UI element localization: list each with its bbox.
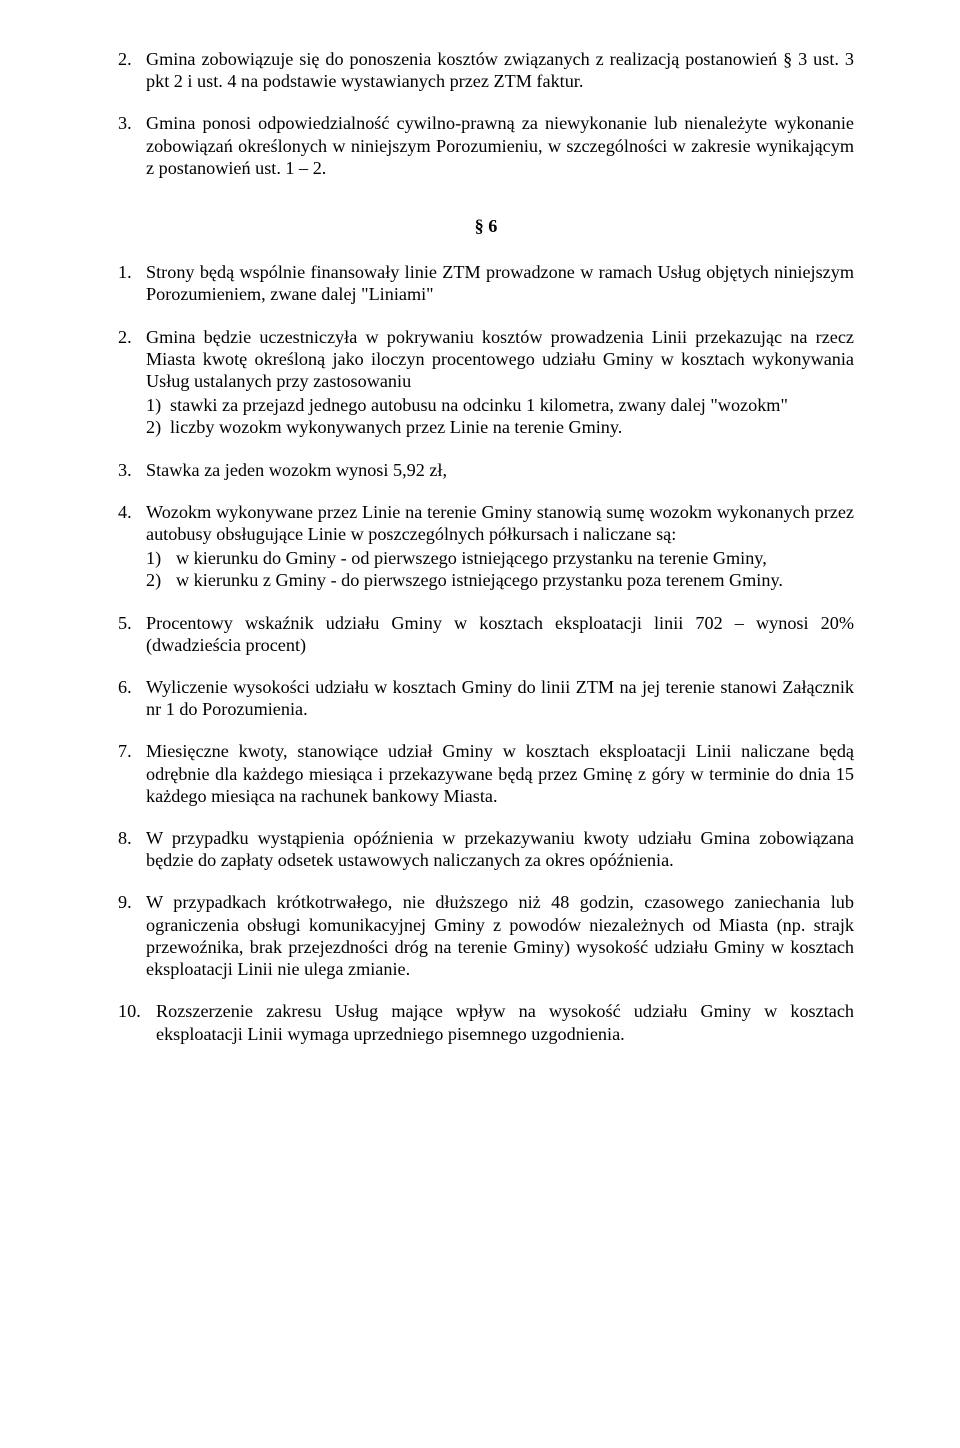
item-number: 7. bbox=[118, 740, 146, 807]
sublist: 1) stawki za przejazd jednego autobusu n… bbox=[146, 394, 854, 438]
paragraph-5-2: 2. Gmina zobowiązuje się do ponoszenia k… bbox=[118, 48, 854, 92]
paragraph-6-9: 9. W przypadkach krótkotrwałego, nie dłu… bbox=[118, 891, 854, 980]
item-number: 5. bbox=[118, 612, 146, 656]
paragraph-6-4: 4. Wozokm wykonywane przez Linie na tere… bbox=[118, 501, 854, 592]
item-number: 10. bbox=[118, 1000, 156, 1044]
sub-item: 2) liczby wozokm wykonywanych przez Lini… bbox=[146, 416, 854, 438]
sub-text: stawki za przejazd jednego autobusu na o… bbox=[170, 394, 854, 416]
item-text: Gmina ponosi odpowiedzialność cywilno-pr… bbox=[146, 112, 854, 179]
sublist: 1) w kierunku do Gminy - od pierwszego i… bbox=[146, 547, 854, 591]
document-page: 2. Gmina zobowiązuje się do ponoszenia k… bbox=[0, 0, 960, 1448]
paragraph-6-6: 6. Wyliczenie wysokości udziału w koszta… bbox=[118, 676, 854, 720]
paragraph-5-3: 3. Gmina ponosi odpowiedzialność cywilno… bbox=[118, 112, 854, 179]
item-text: Gmina będzie uczestniczyła w pokrywaniu … bbox=[146, 326, 854, 439]
sub-text: w kierunku z Gminy - do pierwszego istni… bbox=[176, 569, 854, 591]
paragraph-6-3: 3. Stawka za jeden wozokm wynosi 5,92 zł… bbox=[118, 459, 854, 481]
sub-item: 1) stawki za przejazd jednego autobusu n… bbox=[146, 394, 854, 416]
item-number: 2. bbox=[118, 48, 146, 92]
paragraph-6-2: 2. Gmina będzie uczestniczyła w pokrywan… bbox=[118, 326, 854, 439]
sub-item: 1) w kierunku do Gminy - od pierwszego i… bbox=[146, 547, 854, 569]
sub-item: 2) w kierunku z Gminy - do pierwszego is… bbox=[146, 569, 854, 591]
item-number: 3. bbox=[118, 459, 146, 481]
item-number: 9. bbox=[118, 891, 146, 980]
item-number: 3. bbox=[118, 112, 146, 179]
item-number: 4. bbox=[118, 501, 146, 592]
paragraph-6-10: 10. Rozszerzenie zakresu Usług mające wp… bbox=[118, 1000, 854, 1044]
sub-number: 2) bbox=[146, 569, 176, 591]
sub-text: liczby wozokm wykonywanych przez Linie n… bbox=[170, 416, 854, 438]
item-text: Wozokm wykonywane przez Linie na terenie… bbox=[146, 501, 854, 592]
item-text: Gmina zobowiązuje się do ponoszenia kosz… bbox=[146, 48, 854, 92]
sub-number: 1) bbox=[146, 547, 176, 569]
paragraph-6-8: 8. W przypadku wystąpienia opóźnienia w … bbox=[118, 827, 854, 871]
sub-text: w kierunku do Gminy - od pierwszego istn… bbox=[176, 547, 854, 569]
item-text: Miesięczne kwoty, stanowiące udział Gmin… bbox=[146, 740, 854, 807]
sub-number: 2) bbox=[146, 416, 170, 438]
item-number: 8. bbox=[118, 827, 146, 871]
item-text: Stawka za jeden wozokm wynosi 5,92 zł, bbox=[146, 459, 854, 481]
paragraph-6-1: 1. Strony będą wspólnie finansowały lini… bbox=[118, 261, 854, 305]
item-number: 2. bbox=[118, 326, 146, 439]
item-text-main: Wozokm wykonywane przez Linie na terenie… bbox=[146, 502, 854, 544]
item-text: Procentowy wskaźnik udziału Gminy w kosz… bbox=[146, 612, 854, 656]
item-text: Wyliczenie wysokości udziału w kosztach … bbox=[146, 676, 854, 720]
item-text: Rozszerzenie zakresu Usług mające wpływ … bbox=[156, 1000, 854, 1044]
section-6-title: § 6 bbox=[118, 215, 854, 237]
item-text: W przypadkach krótkotrwałego, nie dłuższ… bbox=[146, 891, 854, 980]
item-number: 6. bbox=[118, 676, 146, 720]
sub-number: 1) bbox=[146, 394, 170, 416]
paragraph-6-7: 7. Miesięczne kwoty, stanowiące udział G… bbox=[118, 740, 854, 807]
item-text: Strony będą wspólnie finansowały linie Z… bbox=[146, 261, 854, 305]
item-number: 1. bbox=[118, 261, 146, 305]
item-text-main: Gmina będzie uczestniczyła w pokrywaniu … bbox=[146, 327, 854, 391]
paragraph-6-5: 5. Procentowy wskaźnik udziału Gminy w k… bbox=[118, 612, 854, 656]
item-text: W przypadku wystąpienia opóźnienia w prz… bbox=[146, 827, 854, 871]
